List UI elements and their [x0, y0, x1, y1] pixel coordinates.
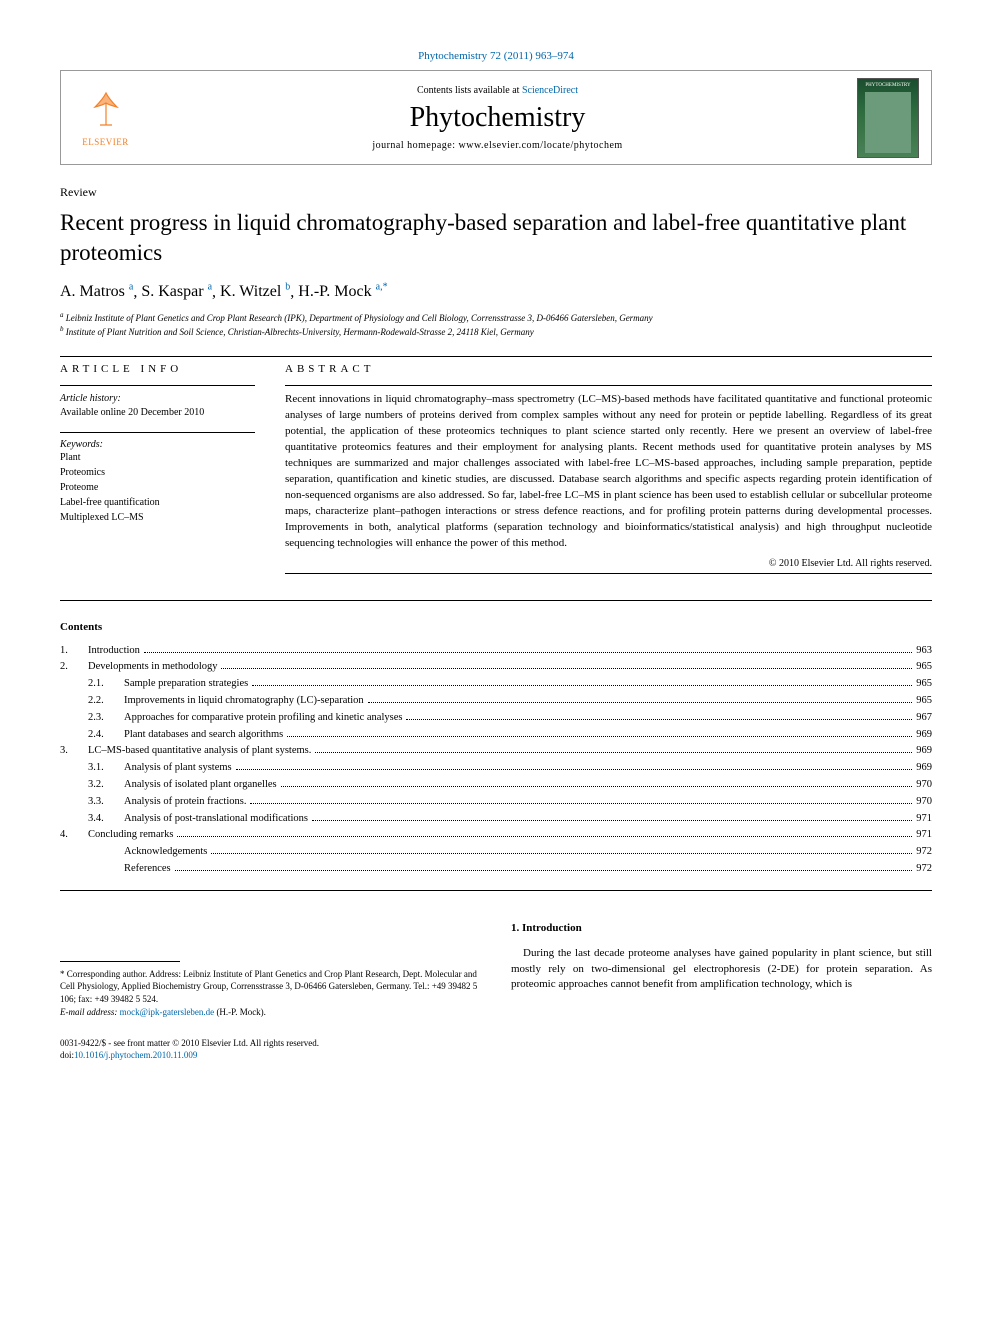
toc-row[interactable]: 2.Developments in methodology965 — [60, 659, 932, 676]
article-history-line: Available online 20 December 2010 — [60, 406, 255, 420]
abstract-label: ABSTRACT — [285, 363, 932, 375]
keyword: Multiplexed LC–MS — [60, 510, 255, 525]
author: K. Witzel b — [220, 283, 290, 300]
affiliation: a Leibniz Institute of Plant Genetics an… — [60, 311, 932, 325]
divider — [60, 356, 932, 357]
keyword: Plant — [60, 450, 255, 465]
front-matter-line: 0031-9422/$ - see front matter © 2010 El… — [60, 1038, 932, 1050]
toc-row[interactable]: 2.2.Improvements in liquid chromatograph… — [60, 693, 932, 710]
journal-homepage: journal homepage: www.elsevier.com/locat… — [138, 140, 857, 151]
divider — [60, 432, 255, 433]
keyword: Proteomics — [60, 465, 255, 480]
article-type: Review — [60, 185, 932, 200]
affiliation: b Institute of Plant Nutrition and Soil … — [60, 325, 932, 339]
article-history-heading: Article history: — [60, 392, 255, 406]
toc-row[interactable]: 3.1.Analysis of plant systems969 — [60, 760, 932, 777]
elsevier-logo[interactable]: ELSEVIER — [73, 89, 138, 147]
divider — [60, 890, 932, 891]
cover-title: PHYTOCHEMISTRY — [865, 83, 910, 88]
toc-row[interactable]: 2.1.Sample preparation strategies965 — [60, 676, 932, 693]
abstract-copyright: © 2010 Elsevier Ltd. All rights reserved… — [285, 558, 932, 569]
contents-heading: Contents — [60, 621, 932, 633]
journal-name: Phytochemistry — [138, 102, 857, 134]
toc-row[interactable]: 3.4.Analysis of post-translational modif… — [60, 811, 932, 828]
divider — [285, 385, 932, 386]
author: A. Matros a — [60, 283, 133, 300]
table-of-contents: 1.Introduction9632.Developments in metho… — [60, 643, 932, 878]
keywords-list: PlantProteomicsProteomeLabel-free quanti… — [60, 450, 255, 525]
toc-row[interactable]: 2.3.Approaches for comparative protein p… — [60, 710, 932, 727]
article-title: Recent progress in liquid chromatography… — [60, 208, 932, 268]
toc-row[interactable]: 3.LC–MS-based quantitative analysis of p… — [60, 743, 932, 760]
article-info-label: ARTICLE INFO — [60, 363, 255, 375]
toc-row[interactable]: 1.Introduction963 — [60, 643, 932, 660]
author: S. Kaspar a — [141, 283, 212, 300]
doi-link[interactable]: 10.1016/j.phytochem.2010.11.009 — [74, 1050, 197, 1060]
journal-cover-thumbnail[interactable]: PHYTOCHEMISTRY — [857, 78, 919, 158]
toc-row[interactable]: 4.Concluding remarks971 — [60, 827, 932, 844]
intro-paragraph: During the last decade proteome analyses… — [511, 946, 932, 992]
toc-row[interactable]: Acknowledgements972 — [60, 844, 932, 861]
divider — [60, 600, 932, 601]
toc-row[interactable]: 2.4.Plant databases and search algorithm… — [60, 727, 932, 744]
keyword: Label-free quantification — [60, 495, 255, 510]
authors-line: A. Matros a, S. Kaspar a, K. Witzel b, H… — [60, 282, 932, 301]
sciencedirect-link[interactable]: ScienceDirect — [522, 85, 578, 96]
toc-row[interactable]: 3.3.Analysis of protein fractions.970 — [60, 794, 932, 811]
toc-row[interactable]: References972 — [60, 861, 932, 878]
journal-reference: Phytochemistry 72 (2011) 963–974 — [60, 50, 932, 62]
page-footer: 0031-9422/$ - see front matter © 2010 El… — [60, 1038, 932, 1061]
contents-lists-line: Contents lists available at ScienceDirec… — [138, 85, 857, 96]
journal-header: ELSEVIER Contents lists available at Sci… — [60, 70, 932, 165]
email-link[interactable]: mock@ipk-gatersleben.de — [120, 1007, 215, 1017]
elsevier-text: ELSEVIER — [82, 137, 129, 147]
corresponding-author-footnote: * Corresponding author. Address: Leibniz… — [60, 968, 481, 1006]
divider — [60, 385, 255, 386]
abstract-text: Recent innovations in liquid chromatogra… — [285, 392, 932, 551]
divider — [285, 573, 932, 574]
intro-heading: 1. Introduction — [511, 921, 932, 936]
toc-row[interactable]: 3.2.Analysis of isolated plant organelle… — [60, 777, 932, 794]
author: H.-P. Mock a,* — [298, 283, 387, 300]
email-footnote: E-mail address: mock@ipk-gatersleben.de … — [60, 1006, 481, 1019]
keyword: Proteome — [60, 480, 255, 495]
journal-ref-link[interactable]: Phytochemistry 72 (2011) 963–974 — [418, 50, 574, 62]
affiliations: a Leibniz Institute of Plant Genetics an… — [60, 311, 932, 338]
elsevier-tree-icon — [85, 89, 127, 137]
doi-line: doi:10.1016/j.phytochem.2010.11.009 — [60, 1050, 932, 1062]
keywords-heading: Keywords: — [60, 439, 255, 450]
cover-image — [865, 92, 912, 153]
footnote-divider — [60, 961, 180, 962]
